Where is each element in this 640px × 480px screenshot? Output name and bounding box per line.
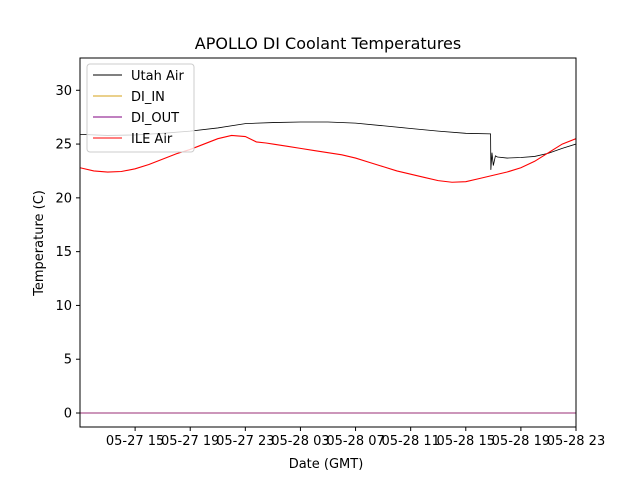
legend-label-di-out: DI_OUT (131, 111, 179, 126)
y-tick-label: 30 (55, 84, 72, 99)
series-line-utah-air (80, 121, 576, 170)
legend-box (86, 63, 195, 153)
legend-label-ile-air: ILE Air (131, 132, 173, 147)
legend: Utah Air DI_IN DI_OUT ILE Air (86, 63, 195, 153)
y-tick-label: 25 (55, 138, 72, 153)
x-tick-label: 05-28 07 (326, 434, 384, 449)
x-tick-label: 05-27 15 (106, 434, 164, 449)
x-tick-label: 05-28 11 (381, 434, 439, 449)
series-layer (80, 121, 576, 414)
x-tick-label: 05-27 19 (161, 434, 219, 449)
y-tick-label: 0 (64, 407, 72, 422)
x-axis-label: Date (GMT) (289, 457, 364, 472)
legend-label-di-in: DI_IN (131, 90, 165, 105)
x-tick-label: 05-28 15 (437, 434, 495, 449)
plot-frame (79, 57, 577, 428)
legend-label-utah-air: Utah Air (131, 69, 184, 84)
y-tick-label: 10 (55, 299, 72, 314)
x-tick-label: 05-28 03 (271, 434, 329, 449)
chart-title: APOLLO DI Coolant Temperatures (195, 34, 461, 53)
x-tick-label: 05-28 19 (492, 434, 550, 449)
series-line-ile-air (80, 134, 576, 183)
x-tick-label: 05-28 23 (547, 434, 605, 449)
y-tick-label: 15 (55, 245, 72, 260)
y-tick-label: 20 (55, 191, 72, 206)
y-tick-label: 5 (64, 353, 72, 368)
y-axis-label: Temperature (C) (32, 190, 47, 297)
x-tick-label: 05-27 23 (216, 434, 274, 449)
